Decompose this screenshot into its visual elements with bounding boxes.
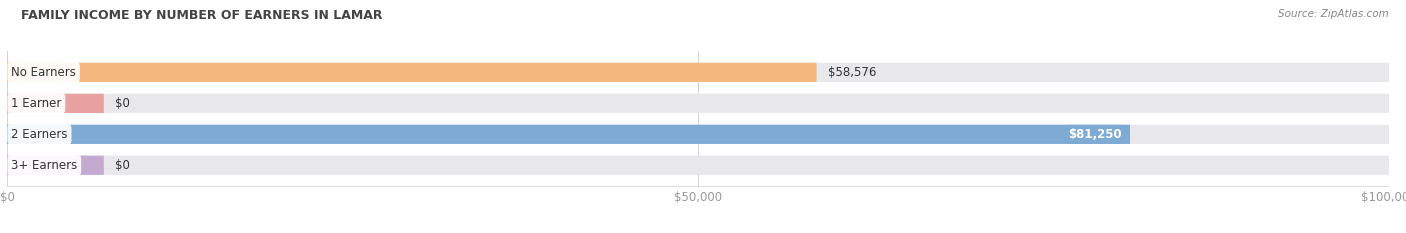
FancyBboxPatch shape bbox=[7, 125, 1389, 144]
FancyBboxPatch shape bbox=[7, 94, 1389, 113]
FancyBboxPatch shape bbox=[7, 125, 1130, 144]
Text: $0: $0 bbox=[115, 97, 129, 110]
FancyBboxPatch shape bbox=[7, 156, 1389, 175]
Text: 2 Earners: 2 Earners bbox=[11, 128, 67, 141]
Text: $0: $0 bbox=[115, 159, 129, 172]
Text: $81,250: $81,250 bbox=[1069, 128, 1122, 141]
Text: Source: ZipAtlas.com: Source: ZipAtlas.com bbox=[1278, 9, 1389, 19]
FancyBboxPatch shape bbox=[7, 63, 1389, 82]
FancyBboxPatch shape bbox=[7, 94, 104, 113]
FancyBboxPatch shape bbox=[7, 156, 104, 175]
Text: 1 Earner: 1 Earner bbox=[11, 97, 62, 110]
FancyBboxPatch shape bbox=[7, 63, 817, 82]
Text: $58,576: $58,576 bbox=[828, 66, 876, 79]
Text: No Earners: No Earners bbox=[11, 66, 76, 79]
Text: FAMILY INCOME BY NUMBER OF EARNERS IN LAMAR: FAMILY INCOME BY NUMBER OF EARNERS IN LA… bbox=[21, 9, 382, 22]
Text: 3+ Earners: 3+ Earners bbox=[11, 159, 77, 172]
